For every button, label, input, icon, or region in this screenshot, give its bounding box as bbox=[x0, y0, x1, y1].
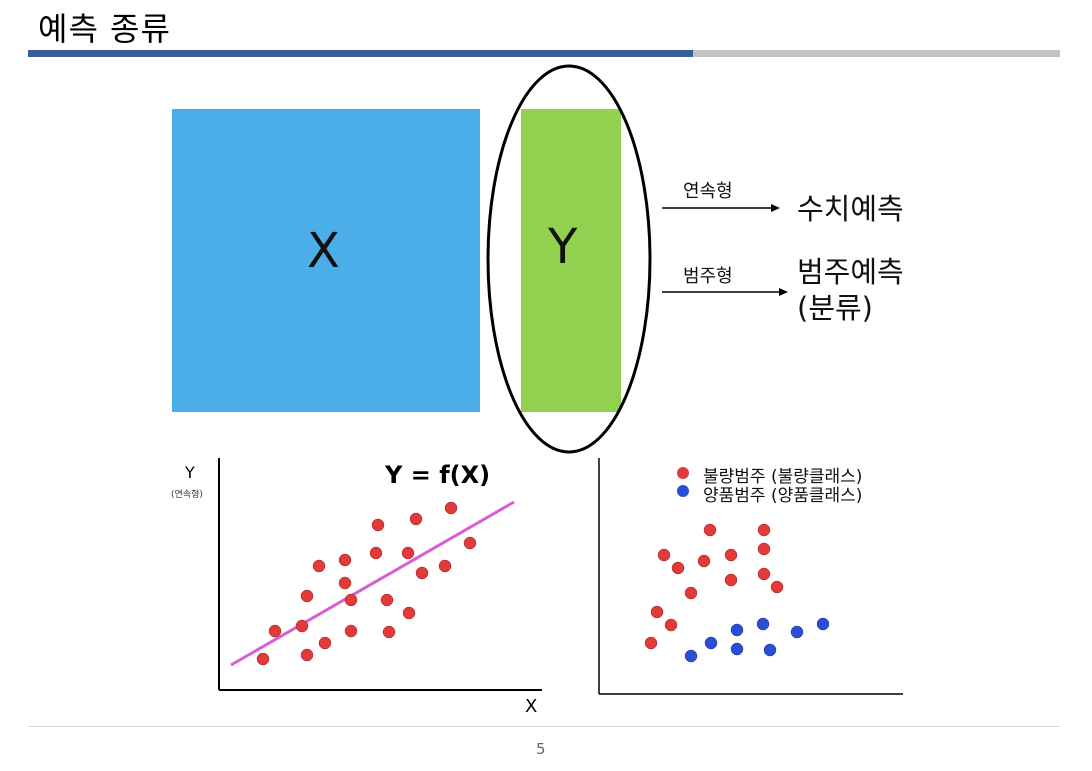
regression-y-axis-label: Y bbox=[185, 463, 195, 482]
good-point bbox=[704, 636, 718, 650]
y-highlight-ellipse bbox=[486, 64, 652, 454]
defect-point bbox=[724, 548, 738, 562]
defect-point bbox=[757, 542, 771, 556]
regression-axes bbox=[218, 458, 542, 691]
good-point bbox=[790, 625, 804, 639]
regression-point bbox=[444, 501, 458, 515]
regression-point bbox=[344, 593, 358, 607]
defect-point bbox=[724, 573, 738, 587]
regression-point bbox=[402, 606, 416, 620]
classification-axes bbox=[598, 458, 903, 695]
regression-point bbox=[380, 593, 394, 607]
regression-line bbox=[230, 500, 515, 667]
categorical-arrow bbox=[662, 288, 788, 296]
regression-point bbox=[463, 536, 477, 550]
regression-point bbox=[401, 546, 415, 560]
x-box-label: X bbox=[307, 223, 340, 279]
regression-point bbox=[268, 624, 282, 638]
categorical-prediction-label: 범주예측 (분류) bbox=[797, 255, 904, 325]
regression-point bbox=[409, 512, 423, 526]
defect-point bbox=[664, 618, 678, 632]
footer-divider bbox=[28, 726, 1060, 727]
defect-class-points bbox=[644, 523, 784, 650]
regression-points bbox=[256, 501, 477, 666]
regression-point bbox=[438, 559, 452, 573]
regression-x-axis-label: X bbox=[525, 696, 538, 717]
title-bar-gray bbox=[693, 50, 1060, 57]
legend-defect-label: 불량범주 (불량클래스) bbox=[703, 467, 863, 487]
defect-point bbox=[757, 567, 771, 581]
defect-point bbox=[684, 586, 698, 600]
regression-point bbox=[318, 636, 332, 650]
categorical-label: 범주형 bbox=[683, 266, 733, 287]
regression-formula: Y = f(X) bbox=[385, 461, 491, 489]
legend-good-label: 양품범주 (양품클래스) bbox=[703, 486, 863, 506]
regression-point bbox=[415, 566, 429, 580]
good-point bbox=[684, 649, 698, 663]
good-class-points bbox=[684, 617, 830, 663]
regression-point bbox=[382, 625, 396, 639]
regression-point bbox=[371, 518, 385, 532]
good-point bbox=[756, 617, 770, 631]
defect-point bbox=[657, 548, 671, 562]
good-point bbox=[763, 643, 777, 657]
x-feature-box bbox=[172, 109, 480, 412]
continuous-arrow bbox=[662, 204, 780, 212]
regression-point bbox=[344, 624, 358, 638]
defect-point bbox=[697, 554, 711, 568]
defect-point bbox=[650, 605, 664, 619]
y-box-label: Y bbox=[548, 219, 578, 275]
continuous-label: 연속형 bbox=[683, 181, 733, 202]
defect-point bbox=[757, 523, 771, 537]
regression-point bbox=[300, 589, 314, 603]
defect-point bbox=[770, 580, 784, 594]
regression-y-axis-sublabel: (연속형) bbox=[171, 490, 203, 500]
defect-point bbox=[644, 636, 658, 650]
good-point bbox=[816, 617, 830, 631]
good-point bbox=[730, 623, 744, 637]
title-bar-blue bbox=[28, 50, 693, 57]
regression-point bbox=[312, 559, 326, 573]
page-title: 예측 종류 bbox=[38, 10, 171, 48]
regression-point bbox=[338, 553, 352, 567]
legend-marker-defect bbox=[677, 467, 689, 479]
regression-point bbox=[295, 619, 309, 633]
defect-point bbox=[703, 523, 717, 537]
regression-point bbox=[338, 576, 352, 590]
defect-point bbox=[671, 561, 685, 575]
page-number: 5 bbox=[536, 740, 546, 758]
good-point bbox=[730, 642, 744, 656]
legend-marker-good bbox=[677, 485, 689, 497]
regression-point bbox=[256, 652, 270, 666]
regression-point bbox=[300, 648, 314, 662]
numeric-prediction-label: 수치예측 bbox=[797, 192, 904, 226]
regression-point bbox=[369, 546, 383, 560]
y-target-box bbox=[521, 109, 621, 412]
